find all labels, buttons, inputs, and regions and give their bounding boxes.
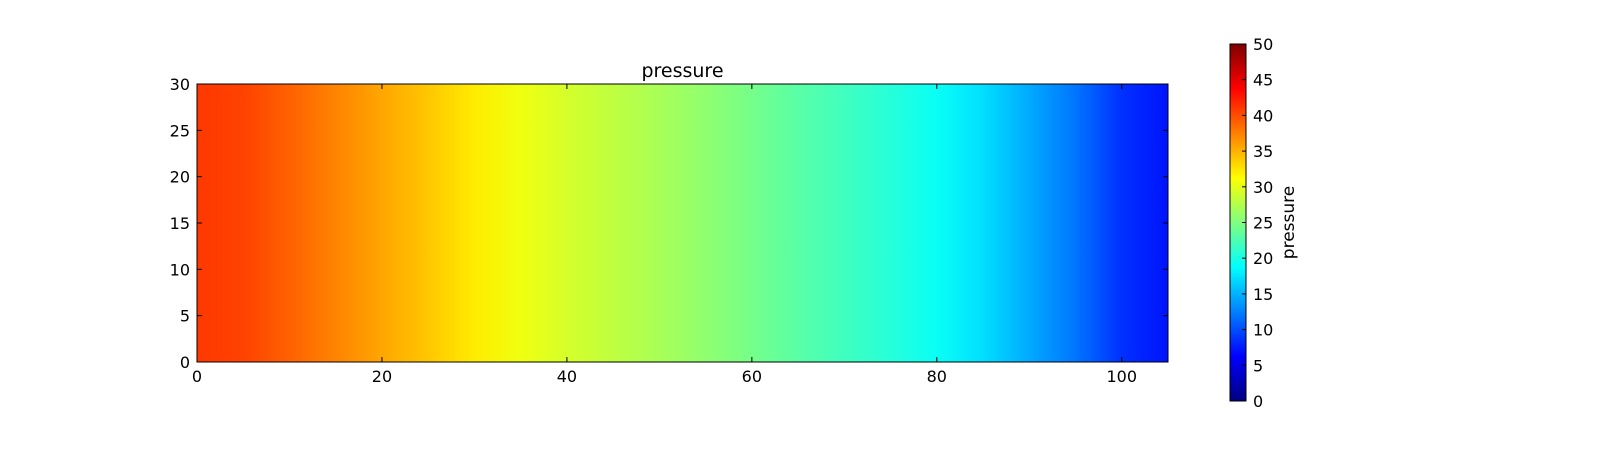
x-tick-label: 0 [192, 367, 202, 386]
colorbar-tick-label: 20 [1253, 249, 1273, 268]
x-tick-label: 100 [1106, 367, 1137, 386]
colorbar-tick-label: 40 [1253, 106, 1273, 125]
colorbar-tick-label: 45 [1253, 71, 1273, 90]
y-tick-label: 0 [180, 353, 190, 372]
colorbar-tick-label: 5 [1253, 356, 1263, 375]
colorbar-tick-label: 35 [1253, 142, 1273, 161]
pressure-field [197, 84, 1168, 362]
x-tick-label: 60 [742, 367, 762, 386]
colorbar-label: pressure [1279, 186, 1299, 259]
x-axis: 0 20 40 60 80 100 [192, 84, 1137, 386]
x-tick-label: 40 [557, 367, 577, 386]
colorbar-tick-label: 0 [1253, 392, 1263, 411]
y-tick-label: 20 [170, 168, 190, 187]
x-tick-label: 80 [927, 367, 947, 386]
chart-title: pressure [641, 60, 723, 82]
colorbar-tick-label: 30 [1253, 178, 1273, 197]
colorbar-axis: 0 5 10 15 20 25 30 35 40 45 50 [1242, 35, 1273, 411]
y-tick-label: 15 [170, 214, 190, 233]
colorbar-tick-label: 15 [1253, 285, 1273, 304]
y-tick-label: 30 [170, 75, 190, 94]
colorbar-tick-label: 10 [1253, 321, 1273, 340]
y-tick-label: 10 [170, 260, 190, 279]
y-axis: 0 5 10 15 20 25 30 [170, 75, 1168, 372]
y-tick-label: 5 [180, 307, 190, 326]
colorbar-tick-label: 50 [1253, 35, 1273, 54]
y-tick-label: 25 [170, 121, 190, 140]
colorbar-tick-label: 25 [1253, 214, 1273, 233]
x-tick-label: 20 [372, 367, 392, 386]
colorbar [1230, 44, 1246, 401]
